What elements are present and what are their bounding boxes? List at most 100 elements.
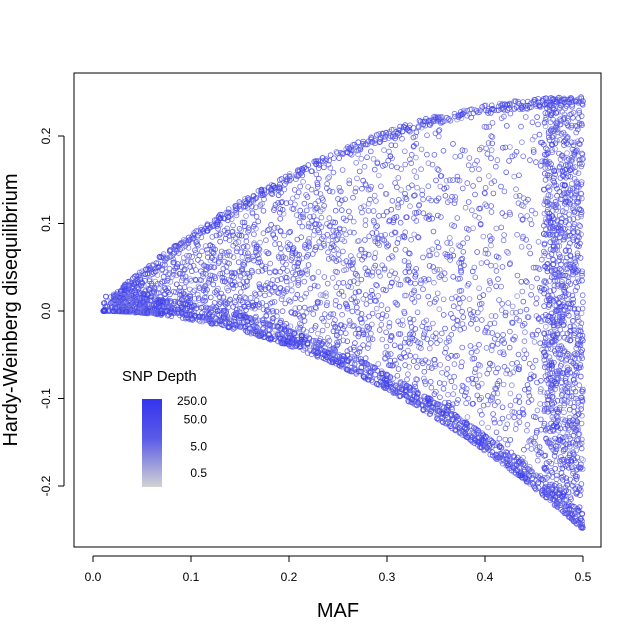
data-point [515, 351, 522, 358]
data-point [541, 406, 548, 412]
data-point [462, 431, 469, 438]
data-point [521, 386, 528, 393]
data-point [198, 234, 205, 241]
data-point [449, 247, 455, 253]
data-point [157, 280, 164, 287]
data-point [229, 229, 235, 235]
data-point [448, 311, 454, 317]
data-point [485, 110, 491, 116]
data-point [276, 209, 283, 216]
data-point [269, 191, 276, 198]
data-point [358, 316, 365, 323]
data-point [573, 460, 579, 466]
data-point [436, 274, 443, 280]
data-point [111, 291, 117, 298]
data-point [402, 161, 409, 168]
data-point [355, 139, 362, 146]
data-point [274, 322, 281, 329]
data-point [172, 306, 178, 313]
data-point [338, 207, 345, 213]
data-point [318, 214, 325, 221]
data-point [395, 385, 402, 392]
data-point [413, 210, 420, 216]
data-point [497, 349, 503, 356]
data-point [366, 233, 373, 240]
data-point [314, 283, 321, 290]
data-point [428, 404, 434, 410]
data-point [485, 424, 491, 431]
data-point [568, 496, 574, 503]
data-point [262, 292, 268, 299]
data-point [522, 476, 528, 483]
data-point [299, 269, 305, 276]
data-point [553, 207, 560, 213]
data-point [562, 209, 568, 216]
data-point [566, 514, 572, 520]
data-point [298, 333, 305, 339]
data-point [549, 141, 556, 148]
data-point [394, 184, 400, 191]
data-point [433, 251, 440, 258]
data-point [434, 118, 441, 124]
data-point [578, 190, 584, 197]
data-point [410, 331, 417, 338]
data-point [528, 221, 535, 227]
data-point [412, 133, 419, 140]
data-point [220, 294, 227, 301]
data-point [570, 207, 577, 213]
data-point [362, 292, 369, 298]
data-point [256, 281, 263, 288]
data-point [545, 406, 552, 412]
data-point [171, 298, 178, 305]
data-point [219, 322, 226, 328]
data-point [383, 329, 389, 336]
data-point [148, 297, 155, 303]
data-point [565, 173, 571, 179]
data-point [256, 246, 263, 253]
data-point [305, 223, 312, 230]
data-point [544, 99, 551, 106]
data-point [299, 213, 306, 220]
data-point [205, 279, 212, 286]
data-point [420, 286, 426, 293]
data-point [430, 320, 436, 327]
data-point [116, 292, 123, 298]
data-point [287, 337, 294, 343]
data-point [429, 215, 436, 222]
data-point [199, 248, 205, 255]
data-point [498, 337, 505, 344]
data-point [301, 244, 308, 250]
data-point [420, 121, 426, 128]
data-point [265, 331, 272, 338]
data-point [537, 388, 544, 395]
data-point [500, 331, 506, 338]
data-point [287, 328, 293, 335]
data-point [359, 319, 365, 326]
data-point [245, 229, 251, 235]
data-point [361, 163, 368, 170]
data-point [556, 104, 563, 111]
data-point [380, 130, 387, 137]
data-point [392, 135, 398, 142]
data-point [551, 201, 558, 208]
data-point [425, 397, 431, 404]
data-point [404, 383, 410, 390]
data-point [348, 296, 355, 303]
data-point [536, 131, 543, 138]
data-point [296, 320, 303, 327]
data-point [396, 132, 403, 139]
data-point [201, 294, 208, 301]
data-point [243, 295, 249, 301]
data-point [457, 243, 463, 250]
data-point [525, 102, 531, 109]
data-point [277, 216, 284, 222]
data-point [542, 360, 549, 367]
data-point [434, 401, 441, 407]
data-point [576, 504, 583, 511]
data-point [312, 247, 318, 253]
data-point [438, 173, 445, 179]
data-point [580, 299, 586, 306]
data-point [442, 349, 448, 356]
data-point [193, 228, 200, 234]
data-point [176, 295, 183, 302]
